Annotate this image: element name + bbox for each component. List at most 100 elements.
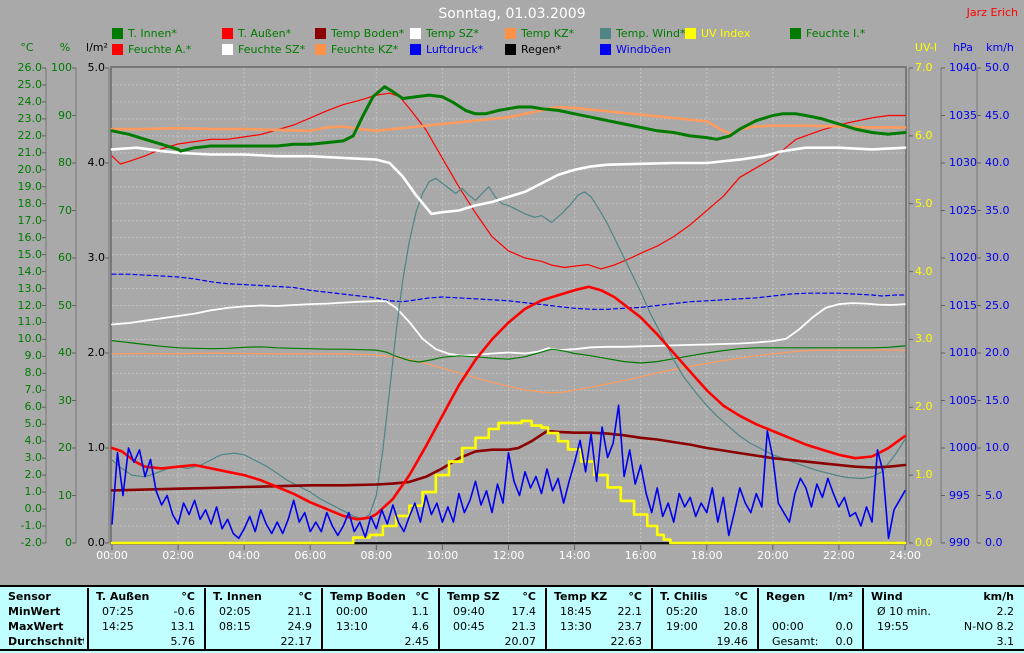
legend-item-temp-sz-: Temp SZ*	[410, 27, 479, 40]
table-col-unit: °C	[522, 590, 536, 603]
table-cell-avg-value: 20.07	[504, 635, 537, 648]
table-bottom-border	[0, 649, 1024, 651]
tick-label-rain: 1.0	[87, 441, 106, 454]
table-cell-min-time: 09:40	[453, 605, 485, 618]
x-label-12-00: 12:00	[492, 549, 525, 562]
table-row-label: MaxWert	[8, 620, 64, 633]
tick-label-wind: 40.0	[985, 156, 1010, 169]
table-cell-min-time: 00:00	[336, 605, 368, 618]
legend-label: Temp. Wind*	[616, 27, 686, 40]
legend-label: Luftdruck*	[426, 43, 484, 56]
series-temp_sz	[110, 146, 907, 216]
table-col-unit: °C	[415, 590, 429, 603]
table-col-name: Regen	[766, 590, 806, 603]
legend-item-t-au-en-: T. Außen*	[222, 27, 292, 40]
tick-label-temp: 13.0	[17, 281, 43, 295]
tick-label-hum: 30	[58, 393, 72, 407]
table-cell-avg-value: 22.63	[610, 635, 643, 648]
table-cell-max-time: 00:00	[772, 620, 804, 633]
table-col-name: Wind	[871, 590, 903, 603]
tick-label-pressure: 1030	[949, 156, 977, 169]
tick-label-temp: 18.0	[17, 196, 43, 210]
x-label-20-00: 20:00	[756, 549, 789, 562]
table-cell-min-value: 17.4	[511, 605, 537, 618]
legend-item-feuchte-kz-: Feuchte KZ*	[315, 43, 399, 56]
legend-color-swatch	[685, 28, 696, 39]
legend-item-temp-kz-: Temp KZ*	[505, 27, 575, 40]
tick-label-pressure: 1035	[949, 108, 977, 122]
tick-label-rain: 4.0	[87, 156, 106, 169]
tick-label-wind: 15.0	[985, 393, 1010, 407]
table-col-name: T. Außen	[96, 590, 150, 603]
table-cell-avg-value: 22.17	[280, 635, 313, 648]
table-cell-min-value: 21.1	[287, 605, 313, 618]
axis-header-hum: %	[59, 41, 71, 54]
legend-label: Feuchte KZ*	[331, 43, 399, 56]
x-label-00-00: 00:00	[96, 549, 128, 562]
table-cell-min-time: 02:05	[219, 605, 251, 618]
table-cell-avg-value: 0.0	[835, 635, 854, 648]
series-t_aussen	[110, 285, 907, 521]
tick-label-hum: 50	[58, 298, 72, 312]
legend-item-feuchte-i-: Feuchte I.*	[790, 27, 866, 40]
series-feuchte_i	[111, 340, 906, 364]
tick-label-rain: 5.0	[87, 61, 106, 74]
legend-color-swatch	[790, 28, 801, 39]
series-feuchte_kz	[111, 349, 906, 394]
tick-label-wind: 20.0	[985, 346, 1010, 359]
tick-label-wind: 45.0	[985, 108, 1010, 122]
tick-label-pressure: 1015	[949, 298, 977, 312]
table-separator	[862, 588, 864, 649]
tick-label-temp: 14.0	[17, 264, 43, 278]
legend-label: Temp Boden*	[331, 27, 405, 40]
tick-label-temp: 11.0	[17, 315, 43, 329]
tick-label-rain: 0.0	[87, 536, 106, 549]
legend-item-temp-wind-: Temp. Wind*	[600, 27, 686, 40]
series-feuchte_a	[111, 92, 906, 270]
legend-item-t-innen-: T. Innen*	[112, 27, 177, 40]
x-label-14-00: 14:00	[558, 549, 591, 562]
legend-item-regen-: Regen*	[505, 43, 562, 56]
table-cell-min-value: 22.1	[617, 605, 643, 618]
axis-header-rain: l/m²	[86, 41, 108, 54]
legend-label: Temp KZ*	[521, 27, 575, 40]
tick-label-uv: 7.0	[915, 61, 933, 74]
table-col-unit: °C	[628, 590, 642, 603]
legend-color-swatch	[410, 44, 421, 55]
legend-label: Regen*	[521, 43, 562, 56]
table-cell-avg-value: 5.76	[170, 635, 196, 648]
tick-label-wind: 35.0	[985, 203, 1010, 217]
tick-label-temp: 6.0	[24, 400, 43, 414]
table-cell-max-time: 14:25	[102, 620, 134, 633]
legend-color-swatch	[315, 44, 326, 55]
legend-color-swatch	[112, 44, 123, 55]
table-row-label: Sensor	[8, 590, 51, 603]
series-t_innen	[110, 85, 907, 153]
table-cell-max-value: 4.6	[411, 620, 430, 633]
tick-label-pressure: 990	[949, 536, 970, 549]
tick-label-temp: 12.0	[17, 298, 43, 312]
table-cell-max-value: 13.1	[170, 620, 196, 633]
table-separator	[87, 588, 89, 649]
tick-label-uv: 4.0	[915, 264, 933, 278]
legend-item-feuchte-sz-: Feuchte SZ*	[222, 43, 305, 56]
x-label-18-00: 18:00	[690, 549, 723, 562]
legend-color-swatch	[600, 28, 611, 39]
axis-header-wind: km/h	[986, 41, 1014, 54]
legend-label: Temp SZ*	[426, 27, 479, 40]
table-cell-max-value: 23.7	[617, 620, 643, 633]
series-luftdruck	[111, 273, 906, 310]
legend-color-swatch	[222, 44, 233, 55]
tick-label-temp: 25.0	[17, 77, 43, 91]
legend-color-swatch	[600, 44, 611, 55]
table-cell-min-value: 1.1	[411, 605, 430, 618]
legend-label: T. Außen*	[238, 27, 292, 40]
table-row-label: Durchschnitt	[8, 635, 84, 648]
legend-label: Feuchte I.*	[806, 27, 866, 40]
tick-label-hum: 0	[65, 536, 72, 549]
tick-label-temp: 20.0	[17, 162, 43, 176]
tick-label-hum: 80	[58, 156, 72, 169]
tick-label-pressure: 1000	[949, 441, 977, 454]
